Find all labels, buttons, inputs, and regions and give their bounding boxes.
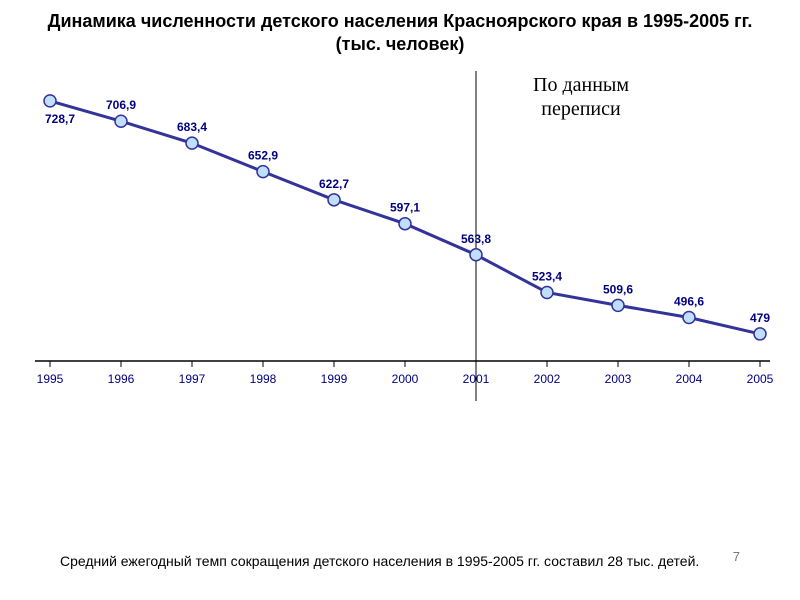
- svg-text:509,6: 509,6: [603, 282, 633, 296]
- svg-text:1997: 1997: [179, 372, 206, 386]
- svg-text:2004: 2004: [676, 372, 703, 386]
- footnote-text: Средний ежегодный темп сокращения детско…: [60, 552, 720, 570]
- svg-text:1999: 1999: [321, 372, 348, 386]
- svg-text:597,1: 597,1: [390, 200, 420, 214]
- svg-text:563,8: 563,8: [461, 232, 491, 246]
- svg-text:2002: 2002: [534, 372, 561, 386]
- chart-area: 1995 1996 1997 1998 1999 2000 2001 2002 2003 2004…: [20, 71, 780, 401]
- page-number: 7: [733, 549, 740, 564]
- svg-text:2003: 2003: [605, 372, 632, 386]
- annotation-text: По данным переписи: [506, 73, 656, 121]
- svg-text:2001: 2001: [463, 372, 490, 386]
- svg-text:622,7: 622,7: [319, 177, 349, 191]
- svg-text:2005: 2005: [747, 372, 774, 386]
- chart-title: Динамика численности детского населения …: [0, 0, 800, 61]
- svg-text:1998: 1998: [250, 372, 277, 386]
- svg-text:2000: 2000: [392, 372, 419, 386]
- svg-text:1996: 1996: [108, 372, 135, 386]
- svg-text:683,4: 683,4: [177, 120, 207, 134]
- svg-text:652,9: 652,9: [248, 148, 278, 162]
- svg-text:728,7: 728,7: [45, 112, 75, 126]
- line-chart: 1995 1996 1997 1998 1999 2000 2001 2002 2003 2004…: [20, 71, 780, 401]
- svg-text:1995: 1995: [37, 372, 64, 386]
- svg-text:496,6: 496,6: [674, 294, 704, 308]
- svg-text:479: 479: [750, 311, 770, 325]
- svg-text:523,4: 523,4: [532, 269, 562, 283]
- svg-text:706,9: 706,9: [106, 98, 136, 112]
